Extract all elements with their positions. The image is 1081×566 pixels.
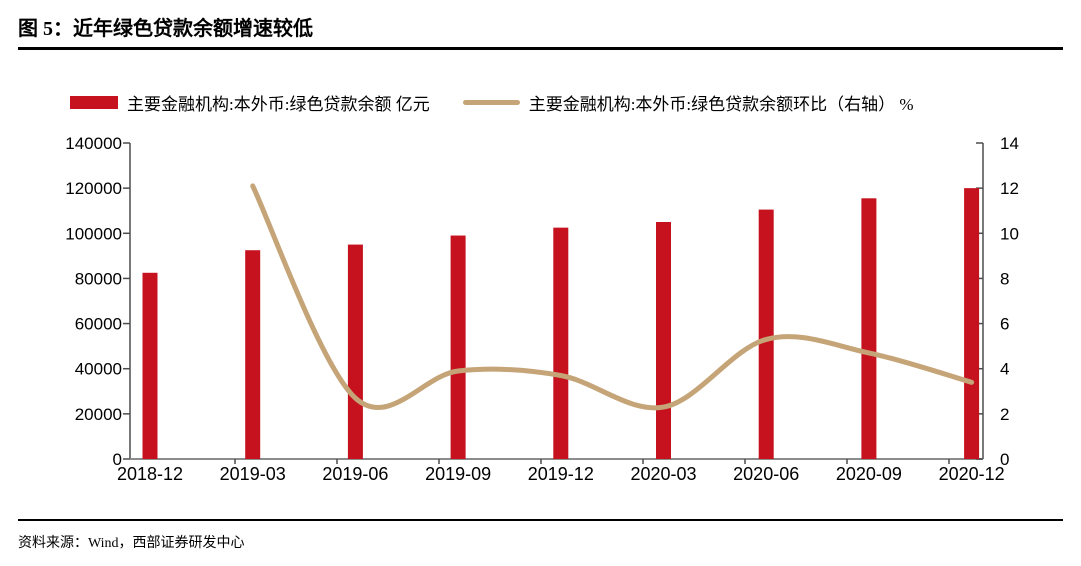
right-axis-tick-label: 4 — [1000, 360, 1009, 379]
x-axis-label: 2019-03 — [220, 464, 286, 484]
bar-2020-12 — [964, 188, 980, 459]
legend-bar-label: 主要金融机构:本外币:绿色贷款余额 亿元 — [127, 94, 430, 114]
bar-2018-12 — [142, 272, 158, 459]
right-axis-tick-label: 8 — [1000, 269, 1009, 288]
bar-2020-09 — [861, 198, 877, 460]
chart-canvas: 0 0 20000 2 40000 4 60000 6 80000 8 100000 10 120000… — [65, 134, 1019, 484]
right-axis-tick-label: 12 — [1000, 179, 1019, 198]
left-axis-tick-label: 140000 — [65, 134, 122, 153]
x-axis-label: 2019-06 — [322, 464, 388, 484]
bar-2019-09 — [450, 235, 466, 459]
right-axis-tick-label: 0 — [1000, 450, 1009, 469]
x-axis-label: 2019-12 — [528, 464, 594, 484]
right-axis-tick-label: 14 — [1000, 134, 1019, 153]
chart-legend: 主要金融机构:本外币:绿色贷款余额 亿元 主要金融机构:本外币:绿色贷款余额环比… — [70, 90, 914, 114]
x-axis-label: 2018-12 — [117, 464, 183, 484]
figure-title: 图 5：近年绿色贷款余额增速较低 — [18, 18, 313, 40]
right-axis-tick-label: 6 — [1000, 315, 1009, 334]
right-axis-tick-label: 10 — [1000, 224, 1019, 243]
left-axis-tick-label: 20000 — [75, 405, 122, 424]
x-axis-label: 2020-12 — [939, 464, 1005, 484]
mom-growth-line — [250, 183, 975, 411]
legend-line-label: 主要金融机构:本外币:绿色贷款余额环比（右轴） % — [528, 94, 914, 114]
left-axis-tick-label: 120000 — [65, 179, 122, 198]
x-axis-label: 2020-06 — [733, 464, 799, 484]
source-note: 资料来源：Wind，西部证券研发中心 — [18, 536, 245, 551]
legend-bar-swatch-icon — [70, 95, 118, 109]
x-axis-label: 2020-03 — [630, 464, 696, 484]
left-axis-tick-label: 60000 — [75, 315, 122, 334]
bar-2019-06 — [347, 244, 363, 459]
right-axis-tick-label: 2 — [1000, 405, 1009, 424]
x-axis-label: 2019-09 — [425, 464, 491, 484]
x-axis-label: 2020-09 — [836, 464, 902, 484]
bar-2020-03 — [656, 222, 671, 459]
left-axis-tick-label: 80000 — [75, 269, 122, 288]
bar-2020-06 — [758, 209, 774, 459]
chart-area: 0 0 20000 2 40000 4 60000 6 80000 8 100000 10 120000… — [0, 128, 1081, 500]
left-axis-tick-label: 40000 — [75, 360, 122, 379]
left-axis-tick-label: 100000 — [65, 224, 122, 243]
bar-2019-03 — [245, 250, 261, 459]
title-divider — [18, 47, 1063, 50]
footer-divider — [18, 519, 1063, 521]
bar-2019-12 — [553, 227, 569, 459]
left-axis-tick-label: 0 — [113, 450, 122, 469]
legend-line-swatch-icon — [462, 99, 520, 105]
